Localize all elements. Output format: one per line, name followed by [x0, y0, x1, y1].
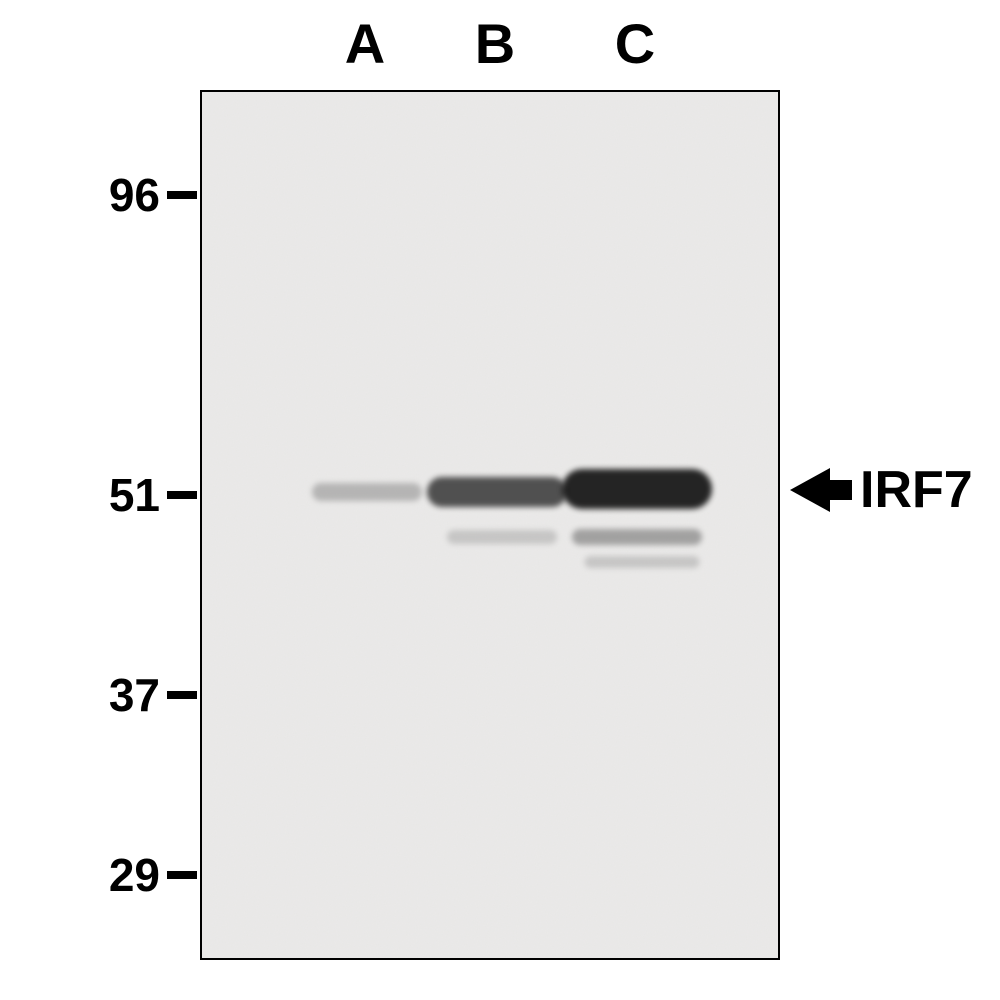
- mw-marker-tick: [167, 871, 197, 879]
- protein-band: [427, 477, 567, 507]
- target-label: IRF7: [860, 460, 973, 520]
- mw-marker-label: 51: [5, 468, 160, 522]
- protein-band: [447, 530, 557, 544]
- mw-marker-label: 29: [5, 848, 160, 902]
- mw-marker-label: 37: [5, 668, 160, 722]
- lane-label: A: [345, 11, 385, 76]
- mw-marker-tick: [167, 191, 197, 199]
- western-blot-figure: A B C 96 51 37 29 IRF7: [5, 5, 995, 995]
- lane-label: B: [475, 11, 515, 76]
- protein-band: [312, 483, 422, 501]
- mw-marker-label: 96: [5, 168, 160, 222]
- blot-membrane-frame: [200, 90, 780, 960]
- mw-marker-tick: [167, 491, 197, 499]
- protein-band: [572, 529, 702, 545]
- mw-marker-tick: [167, 691, 197, 699]
- protein-band: [585, 556, 700, 568]
- blot-membrane-area: [202, 92, 778, 958]
- target-annotation: IRF7: [790, 460, 973, 520]
- lane-label: C: [615, 11, 655, 76]
- arrow-left-icon: [790, 468, 852, 512]
- protein-band: [562, 469, 712, 509]
- bands-layer: [202, 92, 778, 958]
